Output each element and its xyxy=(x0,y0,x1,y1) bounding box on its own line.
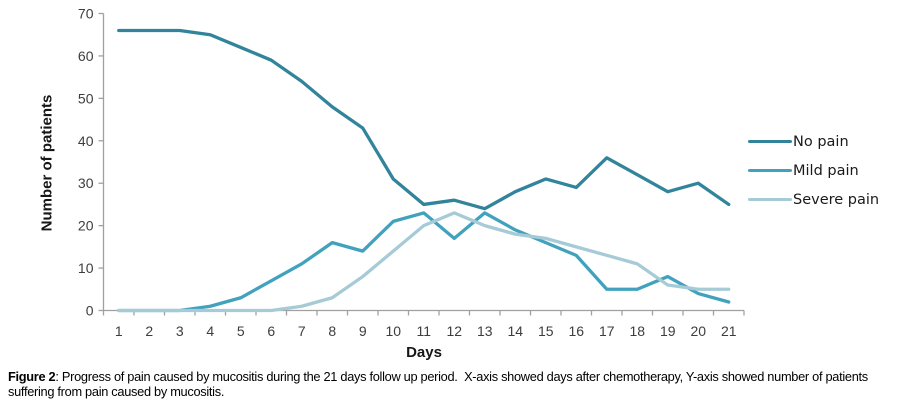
x-tick-label: 20 xyxy=(690,323,706,339)
x-tick-label: 18 xyxy=(629,323,645,339)
series-line-severe-pain xyxy=(117,211,731,313)
x-axis-title: Days xyxy=(406,344,442,361)
y-tick-label: 30 xyxy=(78,175,94,191)
legend-label: Mild pain xyxy=(793,162,859,179)
y-tick-label: 10 xyxy=(78,260,94,276)
figure-caption-label: Figure 2 xyxy=(8,369,56,384)
legend-swatch-line xyxy=(748,168,792,173)
x-tick-label: 11 xyxy=(416,323,431,339)
y-tick-label: 20 xyxy=(78,218,94,234)
legend-swatch-line xyxy=(748,197,792,202)
x-tick-label: 16 xyxy=(568,323,584,339)
legend-label: Severe pain xyxy=(793,191,880,208)
x-tick-label: 6 xyxy=(267,323,275,339)
x-tick-label: 21 xyxy=(721,323,737,339)
axis-lines xyxy=(102,13,744,312)
x-tick-label: 3 xyxy=(176,323,184,339)
x-tick-label: 2 xyxy=(145,323,153,339)
y-tick-label: 50 xyxy=(78,90,94,106)
legend-swatch-line xyxy=(748,139,792,144)
x-tick-label: 19 xyxy=(660,323,676,339)
y-tick-label: 60 xyxy=(78,48,94,64)
x-tick-label: 15 xyxy=(538,323,554,339)
y-tick-label: 0 xyxy=(86,303,94,319)
x-tick-label: 1 xyxy=(115,323,123,339)
y-tick-label: 40 xyxy=(78,133,94,149)
legend-item-severe-pain: Severe pain xyxy=(748,185,879,214)
legend-label: No pain xyxy=(793,133,849,150)
y-tick-label: 70 xyxy=(78,6,94,22)
x-tick-label: 7 xyxy=(298,323,306,339)
x-tick-label: 10 xyxy=(385,323,401,339)
x-tick-label: 5 xyxy=(237,323,245,339)
x-tick-label: 14 xyxy=(507,323,523,339)
x-tick-label: 8 xyxy=(328,323,336,339)
legend-item-no-pain: No pain xyxy=(748,127,879,156)
series-line-no-pain xyxy=(117,28,731,211)
x-tick-label: 12 xyxy=(446,323,462,339)
figure-caption-text: : Progress of pain caused by mucositis d… xyxy=(8,369,872,400)
x-tick-label: 17 xyxy=(599,323,615,339)
x-tick-label: 9 xyxy=(359,323,367,339)
x-tick-label: 13 xyxy=(477,323,493,339)
x-tick-label: 4 xyxy=(206,323,214,339)
y-axis-title: Number of patients xyxy=(38,94,56,232)
legend-item-mild-pain: Mild pain xyxy=(748,156,879,185)
figure-caption: Figure 2: Progress of pain caused by muc… xyxy=(8,369,914,400)
chart-legend: No pain Mild pain Severe pain xyxy=(748,127,879,214)
series-line-mild-pain xyxy=(117,211,731,313)
